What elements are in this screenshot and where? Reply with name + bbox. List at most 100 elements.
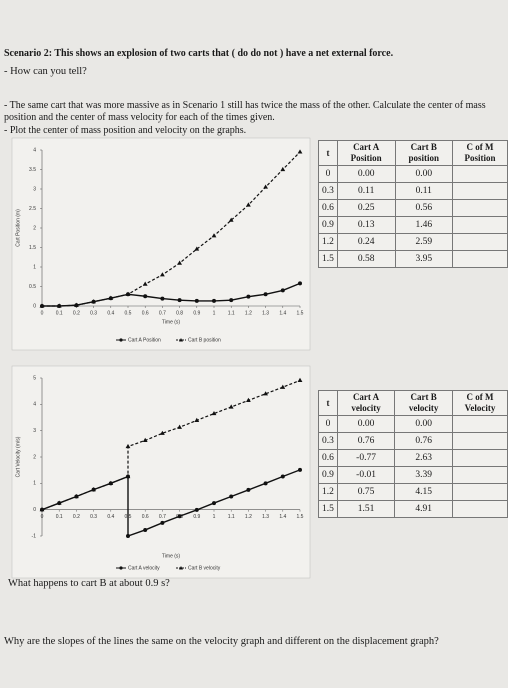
x-tick-label: 1.5 [297, 514, 304, 520]
y-tick-label: 2 [33, 225, 36, 231]
marker [298, 281, 302, 286]
marker [108, 480, 114, 485]
x-tick-label: 1.1 [228, 310, 235, 316]
table-header: t [318, 140, 338, 166]
marker [228, 217, 234, 222]
marker [142, 437, 148, 443]
x-tick-label: 0.4 [107, 514, 114, 520]
table-cell: 0.3 [318, 182, 338, 200]
empty-cell [452, 500, 508, 518]
x-tick-label: 1.3 [262, 514, 269, 520]
marker [91, 299, 96, 304]
marker [74, 493, 79, 499]
marker [160, 272, 165, 277]
marker [212, 298, 216, 303]
y-tick-label: 4 [33, 147, 36, 153]
empty-cell [452, 432, 508, 450]
marker [194, 417, 200, 422]
table-header: Cart A velocity [336, 390, 396, 416]
marker [194, 507, 199, 512]
table-cell: -0.77 [336, 449, 396, 467]
x-tick-label: 0.9 [193, 514, 200, 520]
x-tick-label: 1 [213, 514, 216, 520]
question: - How can you tell? [4, 66, 87, 77]
x-tick-label: 1.4 [279, 310, 286, 316]
x-tick-label: 0.3 [90, 310, 97, 316]
empty-cell [452, 415, 508, 433]
marker [108, 295, 114, 300]
table-header: C of M Velocity [452, 390, 508, 416]
marker [211, 233, 217, 238]
legend-marker [179, 566, 183, 570]
table-cell: 3.95 [394, 250, 453, 268]
plot-note-text: Plot the center of mass position and vel… [9, 125, 247, 136]
table-cell: 0.75 [336, 483, 396, 501]
x-tick-label: 1.4 [279, 514, 286, 520]
marker [39, 303, 45, 308]
empty-cell [452, 250, 508, 268]
instructions: - The same cart that was more massive as… [4, 100, 486, 123]
plot-note: - Plot the center of mass position and v… [4, 125, 247, 136]
legend-marker [119, 566, 123, 570]
legend-marker [179, 338, 183, 342]
y-tick-label: 3.5 [29, 167, 36, 173]
x-tick-label: 0.6 [142, 310, 149, 316]
empty-cell [452, 216, 508, 234]
y-axis-label: Cart Position (m) [15, 209, 21, 247]
series-line [41, 379, 301, 511]
x-tick-label: 0.4 [107, 310, 114, 316]
instructions-text: The same cart that was more massive as i… [4, 100, 486, 123]
x-tick-label: 1.3 [262, 310, 269, 316]
marker [246, 487, 251, 492]
marker [263, 292, 268, 297]
marker [280, 474, 285, 479]
table-cell: 3.39 [394, 466, 453, 484]
marker [143, 294, 148, 299]
marker [39, 507, 45, 512]
x-tick-label: 0.7 [159, 310, 166, 316]
marker [297, 149, 303, 154]
y-tick-label: 1 [33, 481, 36, 487]
table-cell: 1.5 [318, 250, 338, 268]
marker [246, 202, 251, 207]
x-axis-label: Time (s) [162, 319, 180, 325]
table-cell: 4.91 [394, 500, 453, 518]
table-cell: 2.63 [394, 449, 453, 467]
table-cell: 0 [318, 165, 338, 183]
empty-cell [452, 199, 508, 217]
legend-label: Cart B velocity [188, 565, 221, 571]
y-tick-label: 0 [33, 303, 36, 309]
legend-marker [119, 338, 123, 342]
legend-label: Cart B position [188, 337, 221, 343]
marker [280, 166, 286, 172]
marker [177, 514, 182, 519]
table-cell: 0.00 [394, 165, 453, 183]
table-header: Cart A Position [336, 140, 396, 166]
y-tick-label: 0 [33, 507, 36, 513]
marker [263, 391, 268, 396]
empty-cell [452, 449, 508, 467]
y-tick-label: 1.5 [29, 245, 36, 251]
table-cell: 0.9 [318, 466, 338, 484]
marker [74, 302, 79, 307]
table-cell: 1.46 [394, 216, 453, 234]
series-line [42, 282, 301, 307]
marker [143, 527, 148, 532]
marker [142, 281, 148, 286]
table-header: C of M Position [452, 140, 508, 166]
empty-cell [452, 466, 508, 484]
x-tick-label: 1.1 [228, 514, 235, 520]
table-cell: 0.76 [336, 432, 396, 450]
table-cell: 1.2 [318, 483, 338, 501]
marker [126, 534, 130, 538]
series-line [42, 151, 301, 307]
legend-label: Cart A Position [128, 337, 161, 343]
table-cell: 0.00 [336, 415, 396, 433]
x-tick-label: 0.7 [159, 514, 166, 520]
marker [194, 298, 199, 303]
marker [297, 377, 303, 382]
x-tick-label: 0.1 [56, 514, 63, 520]
table-header: Cart B velocity [394, 390, 453, 416]
empty-cell [452, 165, 508, 183]
